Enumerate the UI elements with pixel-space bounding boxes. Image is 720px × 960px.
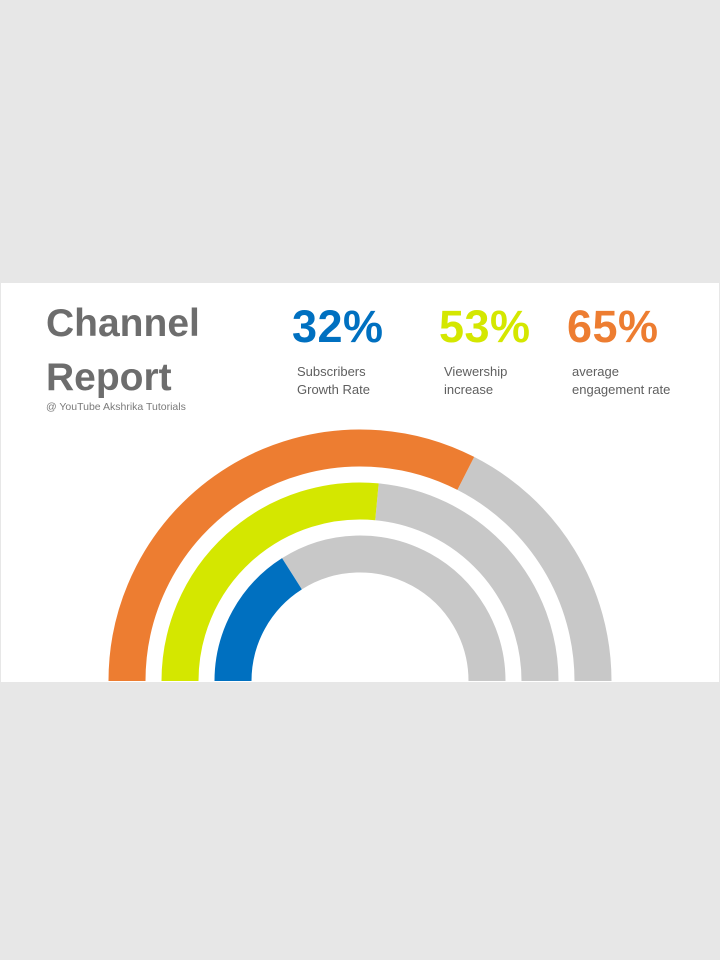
stat-viewership-label-line2: increase (444, 382, 494, 397)
stat-viewership-label-line1: Viewership (444, 364, 508, 379)
arc-track-viewership (374, 483, 559, 682)
stat-viewership-label: Viewership increase (439, 363, 531, 399)
stat-engagement-label: average engagement rate (567, 363, 670, 399)
stat-subscribers-label-line2: Growth Rate (297, 382, 370, 397)
stat-engagement-label-line1: average (572, 364, 619, 379)
arc-fill-viewership (161, 482, 379, 682)
stat-engagement-label-line2: engagement rate (572, 382, 671, 397)
stat-engagement: 65% average engagement rate (567, 299, 670, 399)
stat-subscribers: 32% Subscribers Growth Rate (292, 299, 384, 399)
stat-engagement-value: 65% (567, 301, 659, 352)
arc-fill-engagement (108, 429, 475, 682)
stat-subscribers-value: 32% (292, 301, 384, 352)
progress-arcs-chart (108, 429, 612, 682)
stat-viewership: 53% Viewership increase (439, 299, 531, 399)
arc-track-engagement (457, 456, 612, 682)
arc-track-subscribers (282, 535, 506, 682)
page-title: Channel Report (46, 297, 200, 405)
title-line-2: Report (46, 356, 172, 399)
report-slide: Channel Report @ YouTube Akshrika Tutori… (1, 283, 719, 682)
stat-viewership-value: 53% (439, 301, 531, 352)
stat-subscribers-label: Subscribers Growth Rate (292, 363, 384, 399)
title-line-1: Channel (46, 302, 200, 345)
arc-fill-subscribers (214, 558, 303, 682)
stat-subscribers-label-line1: Subscribers (297, 364, 366, 379)
credit-text: @ YouTube Akshrika Tutorials (46, 401, 186, 413)
